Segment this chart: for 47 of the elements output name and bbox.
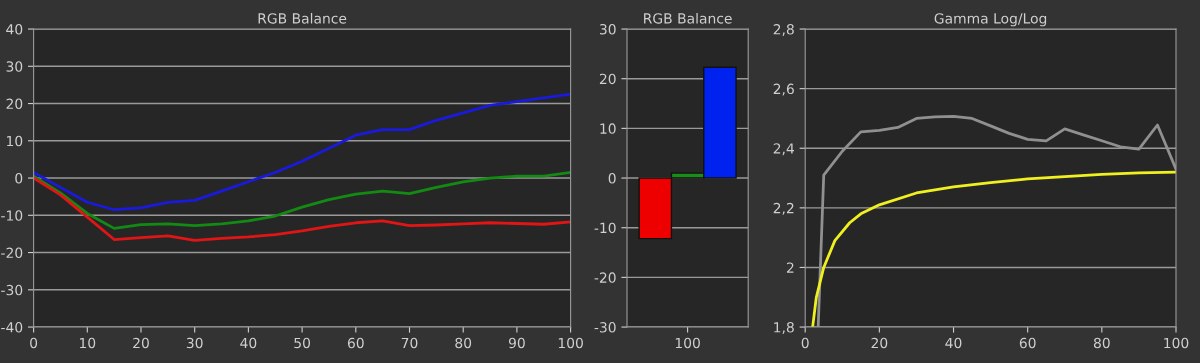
y-tick-label: 2,2 xyxy=(773,202,794,215)
chart-title: RGB Balance xyxy=(258,12,347,24)
y-tick-label: -10 xyxy=(1,210,23,221)
y-tick-label: -30 xyxy=(1,284,23,296)
x-tick-label: 70 xyxy=(401,337,418,349)
line-series xyxy=(811,170,1176,328)
line-series xyxy=(33,171,571,230)
x-tick-label: 60 xyxy=(347,337,364,349)
x-tick-label: 20 xyxy=(133,337,149,349)
x-tick-label: 40 xyxy=(945,337,962,349)
x-tick-label: 100 xyxy=(1164,337,1189,349)
y-tick-label: 1,8 xyxy=(774,322,794,334)
y-tick-label: 10 xyxy=(600,123,616,134)
x-tick-label: 90 xyxy=(508,337,525,349)
y-tick-label: 20 xyxy=(6,98,23,110)
x-tick-label: 80 xyxy=(455,337,472,349)
chart-title: Gamma Log/Log xyxy=(934,13,1047,27)
x-tick-label: 80 xyxy=(1093,337,1110,349)
chart-title: RGB Balance xyxy=(644,12,732,24)
y-tick-label: -20 xyxy=(1,247,23,259)
x-tick-label: 30 xyxy=(186,337,203,349)
line-series xyxy=(33,92,571,212)
y-tick-label: 10 xyxy=(7,135,23,147)
x-tick-label: 50 xyxy=(294,337,311,349)
y-tick-label: 20 xyxy=(599,73,616,85)
y-tick-label: 2,8 xyxy=(773,24,794,36)
y-tick-label: 40 xyxy=(6,24,23,35)
y-tick-label: -30 xyxy=(594,322,616,333)
x-tick-label: 100 xyxy=(558,337,583,349)
y-tick-label: 0 xyxy=(608,173,616,184)
x-tick-label: 20 xyxy=(871,337,888,349)
x-tick-label: 10 xyxy=(79,337,96,349)
y-tick-label: 30 xyxy=(6,61,23,72)
x-tick-label: 40 xyxy=(240,337,257,349)
y-tick-label: -10 xyxy=(594,222,616,234)
x-tick-label: 0 xyxy=(801,337,809,349)
y-tick-label: 0 xyxy=(15,173,23,184)
y-tick-label: 2,6 xyxy=(773,83,794,96)
x-tick-label: 60 xyxy=(1019,337,1036,349)
x-tick-label: 0 xyxy=(30,337,38,349)
line-series xyxy=(33,176,571,242)
y-tick-label: 2 xyxy=(786,262,794,273)
y-tick-label: -20 xyxy=(594,272,616,283)
y-tick-label: 30 xyxy=(599,24,616,35)
x-tick-label: 100 xyxy=(675,337,700,349)
y-tick-label: 2,4 xyxy=(773,143,794,156)
y-tick-label: -40 xyxy=(1,322,23,333)
